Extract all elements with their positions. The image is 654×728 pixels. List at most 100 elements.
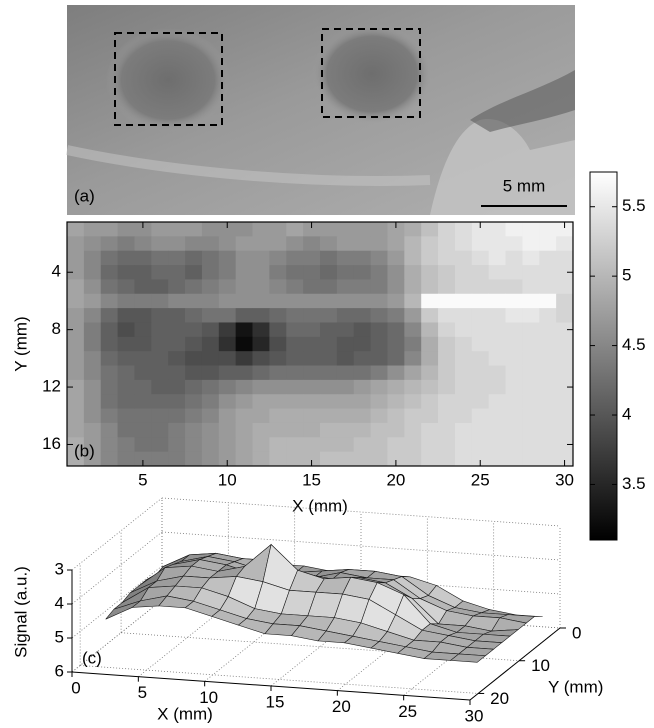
heatmap-cell: [117, 322, 135, 338]
heatmap-cell: [471, 336, 490, 352]
y-tick-label: 8: [52, 319, 61, 338]
heatmap-cell: [438, 422, 456, 438]
heatmap-cell: [269, 408, 287, 424]
z-tick-label: 5: [55, 627, 64, 646]
heatmap-cell: [286, 322, 304, 338]
heatmap-cell: [286, 308, 304, 323]
heatmap-cell: [218, 293, 237, 309]
x-axis-label: X (mm): [157, 704, 213, 723]
heatmap-cell: [100, 322, 118, 338]
heatmap-cell: [168, 408, 186, 424]
heatmap-cell: [117, 422, 135, 438]
heatmap-cell: [201, 322, 220, 338]
heatmap-cell: [488, 322, 506, 338]
heatmap-cell: [488, 293, 506, 309]
heatmap-cell: [438, 437, 456, 453]
heatmap-cell: [303, 293, 321, 309]
heatmap-cell: [151, 279, 169, 295]
heatmap-cell: [235, 322, 253, 338]
heatmap-cell: [438, 322, 456, 338]
heatmap-cell: [471, 322, 490, 338]
heatmap-cell: [438, 408, 456, 424]
heatmap-cell: [83, 279, 102, 295]
heatmap-cell: [522, 437, 540, 453]
heatmap-cell: [404, 379, 422, 395]
heatmap-cell: [117, 408, 135, 424]
x-tick-label: 25: [398, 702, 417, 721]
grid-line: [121, 632, 520, 662]
heatmap-cell: [505, 308, 523, 323]
heatmap-cell: [454, 222, 473, 237]
heatmap-cell: [67, 322, 85, 338]
heatmap-cell: [556, 394, 574, 409]
heatmap-cell: [185, 236, 203, 252]
heatmap-cell: [269, 451, 287, 467]
heatmap-cell: [134, 394, 152, 409]
heatmap-cell: [320, 279, 338, 295]
heatmap-cell: [185, 408, 203, 424]
y-axis-label: Y (mm): [11, 316, 30, 371]
heatmap-cell: [387, 279, 405, 295]
heatmap-cell: [539, 451, 557, 467]
heatmap-cell: [67, 250, 85, 266]
heatmap-cell: [151, 365, 169, 381]
heatmap-cell: [438, 222, 456, 237]
heatmap-cell: [556, 279, 574, 295]
heatmap-cell: [168, 293, 186, 309]
heatmap-cell: [556, 437, 574, 453]
heatmap-cell: [83, 365, 102, 381]
heatmap-cell: [438, 265, 456, 280]
heatmap-cell: [556, 293, 574, 309]
heatmap-cell: [336, 422, 355, 438]
heatmap-cell: [387, 308, 405, 323]
heatmap-cell: [320, 365, 338, 381]
roi-box: [114, 32, 223, 126]
heatmap-cell: [83, 379, 102, 395]
heatmap-cell: [438, 351, 456, 366]
heatmap-cell: [454, 265, 473, 280]
heatmap-cell: [320, 222, 338, 237]
heatmap-cell: [100, 451, 118, 467]
heatmap-cell: [404, 394, 422, 409]
heatmap-cell: [505, 365, 523, 381]
heatmap-cell: [83, 265, 102, 280]
heatmap-cell: [320, 308, 338, 323]
heatmap-cell: [303, 351, 321, 366]
heatmap-cell: [471, 437, 490, 453]
heatmap-cell: [252, 394, 270, 409]
x-tick-label: 25: [471, 470, 490, 489]
heatmap-cell: [100, 437, 118, 453]
heatmap-cell: [252, 379, 270, 395]
heatmap-cell: [67, 451, 85, 467]
heatmap-cell: [134, 422, 152, 438]
heatmap-cell: [387, 351, 405, 366]
heatmap-cell: [286, 351, 304, 366]
y-tick-label: 0: [572, 623, 581, 642]
heatmap-cell: [185, 336, 203, 352]
heatmap-cell: [235, 279, 253, 295]
x-tick-label: 5: [138, 470, 147, 489]
heatmap-cell: [387, 236, 405, 252]
heatmap-cell: [134, 379, 152, 395]
heatmap-cell: [67, 308, 85, 323]
heatmap-cell: [438, 250, 456, 266]
heatmap-cell: [471, 451, 490, 467]
heatmap-cell: [471, 422, 490, 438]
heatmap-cell: [320, 236, 338, 252]
heatmap-cell: [201, 408, 220, 424]
heatmap-cell: [505, 279, 523, 295]
heatmap-cell: [134, 265, 152, 280]
heatmap-cell: [269, 422, 287, 438]
heatmap-cell: [522, 451, 540, 467]
heatmap-cell: [438, 279, 456, 295]
heatmap-cell: [522, 408, 540, 424]
heatmap-cell: [387, 365, 405, 381]
heatmap-cell: [404, 422, 422, 438]
tissue-ridge: [65, 145, 431, 186]
heatmap-cell: [471, 308, 490, 323]
heatmap-cell: [556, 308, 574, 323]
heatmap-cell: [370, 351, 388, 366]
heatmap-cell: [303, 394, 321, 409]
heatmap-cell: [421, 451, 439, 467]
heatmap-cell: [134, 451, 152, 467]
